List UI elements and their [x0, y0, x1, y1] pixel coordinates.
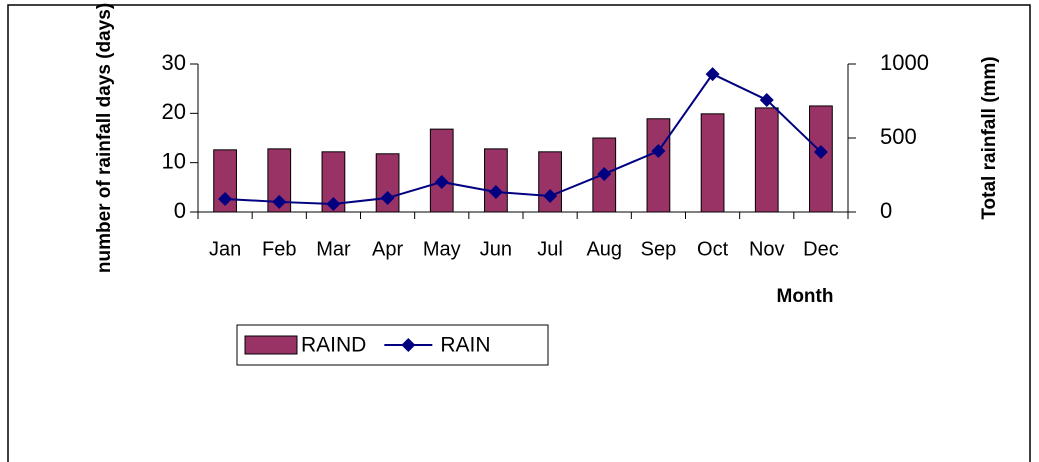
- bar: [484, 148, 508, 213]
- y-axis-label: number of rainfall days (days): [94, 3, 115, 273]
- y-tick-label: 30: [162, 50, 186, 75]
- marker: [272, 194, 287, 209]
- y-tick-label: 10: [162, 148, 186, 173]
- x-tick-label: Jul: [537, 238, 563, 260]
- y2-axis-label: Total rainfall (mm): [979, 56, 1000, 219]
- marker: [543, 189, 558, 204]
- bar: [213, 149, 237, 213]
- x-tick-label: Aug: [586, 238, 622, 260]
- bar: [700, 113, 725, 213]
- x-tick-label: Jan: [209, 238, 241, 260]
- marker: [434, 174, 449, 189]
- y-tick-label: 0: [174, 198, 186, 223]
- line: [225, 72, 822, 206]
- legend-label: RAIN: [440, 334, 490, 357]
- x-tick-label: Mar: [316, 238, 351, 260]
- y2-tick-label: 500: [880, 124, 917, 149]
- marker: [488, 185, 503, 200]
- bar: [267, 148, 292, 213]
- x-tick-label: Oct: [697, 238, 729, 260]
- x-axis-label: Month: [777, 286, 834, 307]
- marker: [218, 191, 233, 206]
- x-tick-label: May: [423, 238, 461, 260]
- y2-tick-label: 0: [880, 198, 892, 223]
- y2-tick-label: 1000: [880, 50, 929, 75]
- legend-label: RAIND: [301, 334, 366, 357]
- marker: [597, 166, 612, 181]
- marker: [759, 92, 774, 107]
- bar: [321, 151, 346, 213]
- legend-marker: [401, 338, 416, 352]
- marker: [705, 67, 720, 82]
- bar: [646, 118, 671, 213]
- marker: [326, 197, 341, 212]
- x-tick-label: Sep: [641, 238, 677, 260]
- x-tick-label: Jun: [480, 238, 512, 260]
- bar: [429, 128, 454, 213]
- x-tick-label: Feb: [262, 238, 296, 260]
- x-tick-label: Dec: [803, 238, 839, 260]
- marker: [380, 190, 395, 205]
- marker: [651, 144, 666, 159]
- x-tick-label: Nov: [749, 238, 785, 260]
- frame: [7, 4, 1031, 462]
- legend-swatch: [244, 335, 298, 355]
- x-tick-label: Apr: [372, 238, 403, 260]
- y-tick-label: 20: [162, 99, 186, 124]
- marker: [813, 145, 828, 160]
- bar: [754, 107, 779, 213]
